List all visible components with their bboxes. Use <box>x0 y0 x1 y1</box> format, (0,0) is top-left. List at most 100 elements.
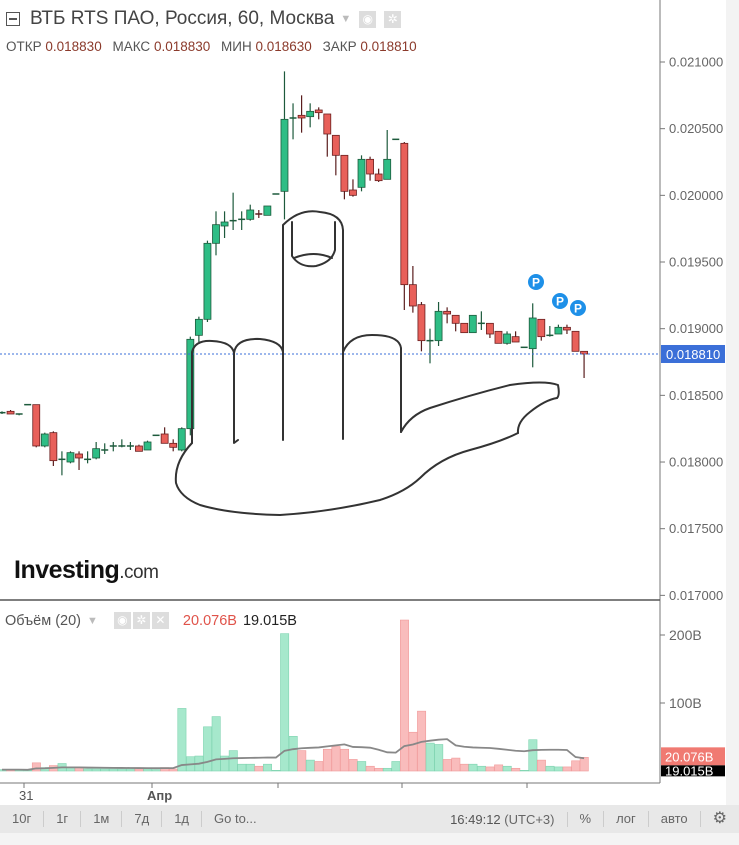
range-1d[interactable]: 1д <box>162 811 203 827</box>
current-price-badge <box>661 344 725 363</box>
candle-body <box>135 445 143 452</box>
range-7d[interactable]: 7д <box>122 811 163 827</box>
candle <box>494 330 503 344</box>
chevron-down-icon[interactable]: ▼ <box>340 13 352 25</box>
volume-bar <box>83 768 93 772</box>
marker-circle <box>552 293 568 309</box>
candle <box>15 413 23 416</box>
volume-bar <box>211 716 221 772</box>
range-1m[interactable]: 1м <box>81 811 123 827</box>
candle <box>40 432 49 448</box>
candle <box>400 141 409 310</box>
marker-circle <box>570 300 586 316</box>
candle-body <box>494 330 503 344</box>
volume-bar <box>357 761 367 772</box>
percent-toggle[interactable]: % <box>568 811 605 827</box>
candle-body <box>49 432 58 462</box>
candle-body <box>143 441 152 451</box>
candle <box>511 331 520 343</box>
volume-bar <box>365 765 375 772</box>
hand-stroke <box>174 432 519 516</box>
chart-header: ВТБ RTS ПАО, Россия, 60, Москва ▼ ◉ ✲ <box>6 8 402 30</box>
candle-body <box>280 118 289 192</box>
candle <box>486 322 494 338</box>
volume-bar <box>579 757 589 772</box>
candle-body <box>297 114 306 119</box>
auto-toggle[interactable]: авто <box>649 811 701 827</box>
gear-icon[interactable]: ✲ <box>384 10 402 28</box>
candle <box>212 211 220 256</box>
volume-bar <box>31 762 41 772</box>
gear-icon[interactable]: ✲ <box>132 612 150 629</box>
candle <box>340 154 349 200</box>
volume-bar <box>374 767 384 772</box>
volume-bar <box>168 768 178 772</box>
candle <box>143 440 152 451</box>
price-tick-label: 0.017000 <box>669 588 723 603</box>
candle <box>477 311 485 330</box>
volume-title[interactable]: Объём (20) <box>5 612 82 629</box>
volume-bar <box>382 767 392 772</box>
candle-body <box>306 110 315 118</box>
high-value: 0.018830 <box>153 39 211 54</box>
candle <box>297 95 306 133</box>
volume-ma-value: 19.015B <box>242 612 297 629</box>
candle-body <box>169 442 178 448</box>
symbol-title[interactable]: ВТБ RTS ПАО, Россия, 60, Москва <box>30 8 335 29</box>
candle-body <box>186 338 195 430</box>
candle <box>546 325 554 337</box>
volume-bar <box>425 742 435 772</box>
candle-body <box>194 318 203 336</box>
low-value: 0.018630 <box>255 39 312 54</box>
volume-bar <box>459 763 469 772</box>
price-tick-label: 0.020500 <box>669 121 723 136</box>
clock[interactable]: 16:49:12 (UTC+3) <box>438 811 568 827</box>
settings-gear-icon[interactable]: ⚙ <box>712 810 727 827</box>
close-icon[interactable]: ✕ <box>151 612 169 629</box>
candle-body <box>366 158 374 175</box>
candle <box>554 324 563 335</box>
eye-icon[interactable]: ◉ <box>113 612 131 629</box>
candle <box>58 451 66 476</box>
range-1y[interactable]: 1г <box>44 811 82 827</box>
candle-body <box>400 142 409 286</box>
candle <box>503 331 511 345</box>
chart-canvas[interactable]: 0.021000 0.020500 0.020000 0.019500 0.019000… <box>0 0 739 805</box>
candle <box>349 179 357 197</box>
candle <box>357 155 366 192</box>
log-toggle[interactable]: лог <box>604 811 649 827</box>
price-tick-label: 0.021000 <box>669 55 723 70</box>
collapse-icon[interactable] <box>6 12 20 26</box>
low-label: МИН <box>221 39 252 54</box>
price-tick-label: 0.018000 <box>669 455 723 470</box>
candle-body <box>554 326 563 335</box>
candle-body <box>460 322 469 334</box>
volume-bar <box>177 708 187 772</box>
candle <box>426 328 434 364</box>
candle <box>383 129 392 180</box>
candle <box>374 168 383 182</box>
eye-icon[interactable]: ◉ <box>359 10 377 28</box>
candle-body <box>434 310 443 342</box>
volume-bar <box>305 759 315 772</box>
candle <box>118 439 126 448</box>
volume-bar <box>134 768 144 772</box>
event-marker: P <box>570 300 586 316</box>
current-volume-badge <box>661 747 725 766</box>
range-10y[interactable]: 10г <box>0 811 45 827</box>
candle-body <box>443 310 452 315</box>
hand-drawing <box>174 210 560 516</box>
candle <box>263 205 272 216</box>
volume-bar <box>126 768 136 772</box>
volume-bar <box>108 768 118 772</box>
price-tick-label: 0.017500 <box>669 521 723 536</box>
candle-body <box>314 109 323 114</box>
candle <box>101 443 109 454</box>
candle-body <box>528 317 537 350</box>
volume-bar <box>237 763 247 772</box>
candle <box>194 316 203 342</box>
goto-button[interactable]: Go to... <box>214 811 257 826</box>
candle <box>468 314 477 334</box>
candle <box>109 441 117 452</box>
chevron-down-icon[interactable]: ▼ <box>87 614 98 627</box>
